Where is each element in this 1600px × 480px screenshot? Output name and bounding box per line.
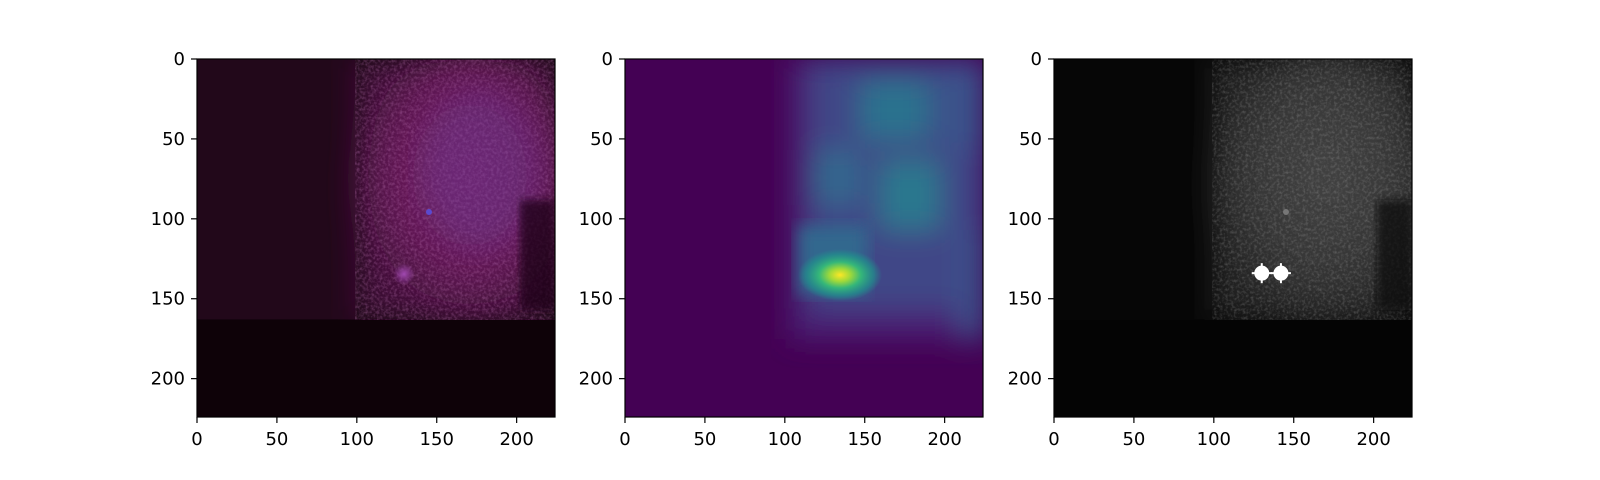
panel-3-y-tick-label: 0 — [1031, 49, 1042, 70]
panel-2-y-tick-label: 50 — [590, 129, 613, 150]
panel-3-y-tick-label: 150 — [1008, 289, 1042, 310]
panel-3-frame — [1053, 58, 1413, 418]
panel-2-y-tick-label: 0 — [602, 49, 613, 70]
panel-1-image — [197, 59, 555, 417]
panel-2-y-tick-label: 100 — [579, 209, 613, 230]
panel-1-x-tick-label: 100 — [340, 429, 374, 450]
chart-marks: 0 50 100 150 200 0 50 100 150 200 0 50 100 150 200 0 50 1… — [151, 49, 1413, 450]
panel-2-x-tick-label: 50 — [693, 429, 716, 450]
panel-1-y-tick-label: 150 — [151, 289, 185, 310]
panel-1-x-tick-label: 200 — [499, 429, 533, 450]
panel-2-x-tick-label: 150 — [848, 429, 882, 450]
panel-3-x-tick-label: 100 — [1197, 429, 1231, 450]
panel-2-x-tick-label: 0 — [619, 429, 630, 450]
panel-1-frame — [196, 58, 556, 418]
panel-2-y-tick-label: 200 — [579, 369, 613, 390]
panel-3-x-tick-label: 150 — [1277, 429, 1311, 450]
panel-2-image — [625, 59, 983, 417]
panel-3-y-tick-label: 100 — [1008, 209, 1042, 230]
panel-1-x-tick-label: 50 — [265, 429, 288, 450]
panel-1-x-tick-label: 150 — [420, 429, 454, 450]
panel-2-frame — [624, 58, 984, 418]
panel-2-x-tick-label: 100 — [768, 429, 802, 450]
panel-3-x-tick-label: 0 — [1048, 429, 1059, 450]
panel-1-x-tick-label: 0 — [191, 429, 202, 450]
panel-1-y-tick-label: 100 — [151, 209, 185, 230]
panel-1-y-tick-label: 200 — [151, 369, 185, 390]
panel-3-x-tick-label: 200 — [1356, 429, 1390, 450]
panel-1-y-tick-label: 0 — [174, 49, 185, 70]
panel-3-y-tick-label: 50 — [1019, 129, 1042, 150]
panel-2-y-tick-label: 150 — [579, 289, 613, 310]
panel-3-y-tick-label: 200 — [1008, 369, 1042, 390]
panel-1-y-tick-label: 50 — [162, 129, 185, 150]
panel-3-image — [1054, 59, 1412, 417]
panel-3-x-tick-label: 50 — [1122, 429, 1145, 450]
panel-2-x-tick-label: 200 — [927, 429, 961, 450]
